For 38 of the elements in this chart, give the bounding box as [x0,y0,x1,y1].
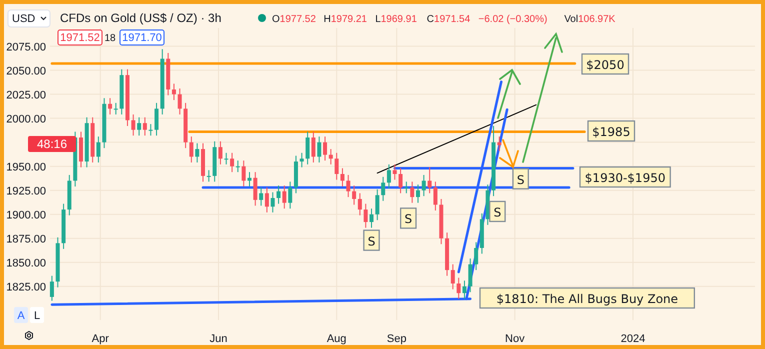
y-tick-label: 2025.00 [6,89,46,102]
text: O1977.52 [272,14,316,25]
y-tick-label: 1950.00 [6,161,46,174]
annotation: S [494,205,502,220]
x-tick-label: Aug [326,333,346,345]
annotation: 48:16 [36,137,68,151]
x-tick-label: Apr [92,333,110,345]
annotation: S [404,212,412,226]
text: A [17,310,26,322]
y-tick-label: 1875.00 [6,233,46,246]
y-tick-label: 1825.00 [6,281,46,294]
x-tick-label: 2024 [620,333,646,345]
x-tick-label: Jun [210,333,228,345]
annotation: $1810: The All Bugs Buy Zone [496,292,678,306]
y-tick-label: 2075.00 [6,41,46,54]
y-tick-label: 1925.00 [6,185,46,198]
text: −6.02 (−0.30%) [478,14,548,25]
annotation: 1971.52 [60,32,100,44]
y-tick-label: 2050.00 [6,65,46,78]
annotation: 1971.70 [122,32,162,44]
annotation: $1930-$1950 [584,171,666,185]
annotation: 18 [104,33,116,44]
chart-title: CFDs on Gold (US$ / OZ) · 3h [60,11,222,25]
annotation: S [368,234,376,248]
text: USD [12,13,36,25]
text: L [34,310,40,322]
text: C1971.54 [426,14,471,25]
text: L1969.91 [375,14,418,25]
text: Vol106.97K [564,14,616,25]
x-tick-label: Sep [386,333,406,345]
y-tick-label: 1850.00 [6,257,46,270]
annotation: S [516,172,524,187]
annotation: $2050 [586,58,624,72]
text: H1979.21 [324,14,368,25]
annotation: $1985 [592,125,630,139]
y-tick-label: 2000.00 [6,113,46,126]
y-tick-label: 1900.00 [6,209,46,222]
x-tick-label: Nov [505,333,526,345]
